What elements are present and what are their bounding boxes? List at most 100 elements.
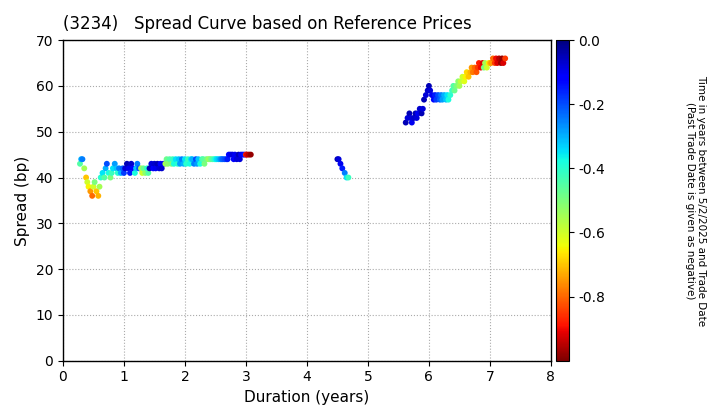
Point [436,96,448,103]
Point [197,156,209,163]
Point [156,165,168,172]
Point [111,165,122,172]
Point [135,165,147,172]
Point [148,160,160,167]
Point [222,156,233,163]
Point [471,69,482,76]
Point [227,151,238,158]
Point [237,151,248,158]
Point [125,160,137,167]
Point [182,156,194,163]
Point [109,160,120,167]
Point [211,156,222,163]
Point [176,156,188,163]
Point [186,156,198,163]
Point [152,160,163,167]
Point [406,119,418,126]
Point [84,188,96,194]
Point [112,170,124,176]
Point [129,170,140,176]
Point [148,165,159,172]
Point [245,151,256,158]
Point [121,160,132,167]
Point [484,60,495,66]
Point [155,160,166,167]
Point [212,156,224,163]
Point [199,160,210,167]
Point [423,83,435,89]
Point [446,87,458,94]
Point [443,96,454,103]
Point [440,96,451,103]
Point [215,156,226,163]
Point [426,92,438,98]
Point [428,96,439,103]
Point [144,165,156,172]
Point [145,160,157,167]
Point [343,174,354,181]
Point [217,156,228,163]
Point [93,192,104,199]
Point [412,110,423,117]
Point [113,165,125,172]
Point [235,151,247,158]
Point [184,160,196,167]
Point [192,156,204,163]
Point [241,151,253,158]
Point [434,96,446,103]
Y-axis label: Time in years between 5/2/2025 and Trade Date
(Past Trade Date is given as negat: Time in years between 5/2/2025 and Trade… [685,75,706,326]
Point [341,174,352,181]
Point [125,170,136,176]
Point [120,165,131,172]
Point [158,160,169,167]
Point [192,160,203,167]
Point [140,170,151,176]
Point [216,156,228,163]
Point [153,165,165,172]
Point [410,110,421,117]
Point [160,160,171,167]
Point [118,170,130,176]
Point [478,64,490,71]
Point [467,69,479,76]
Point [100,165,112,172]
Point [469,64,480,71]
Point [492,60,503,66]
Point [475,64,487,71]
Point [99,174,110,181]
Point [420,92,431,98]
Point [167,156,179,163]
Point [228,156,240,163]
Point [76,156,88,163]
Point [333,156,344,163]
Point [229,151,240,158]
Point [418,96,430,103]
Point [173,156,184,163]
Point [498,60,509,66]
Point [220,156,232,163]
Point [164,156,176,163]
Point [429,92,441,98]
Point [208,156,220,163]
Point [204,156,215,163]
Point [117,165,128,172]
Point [143,170,154,176]
Point [451,83,462,89]
Point [150,165,161,172]
Point [132,160,143,167]
Point [496,55,508,62]
Point [424,87,436,94]
Point [81,179,93,186]
Point [432,92,444,98]
Point [185,156,197,163]
Point [91,188,102,194]
Point [96,170,108,176]
X-axis label: Duration (years): Duration (years) [244,390,369,405]
Point [166,160,177,167]
Point [127,165,139,172]
Point [243,151,255,158]
Point [223,151,235,158]
Point [493,55,505,62]
Point [138,165,149,172]
Point [239,151,251,158]
